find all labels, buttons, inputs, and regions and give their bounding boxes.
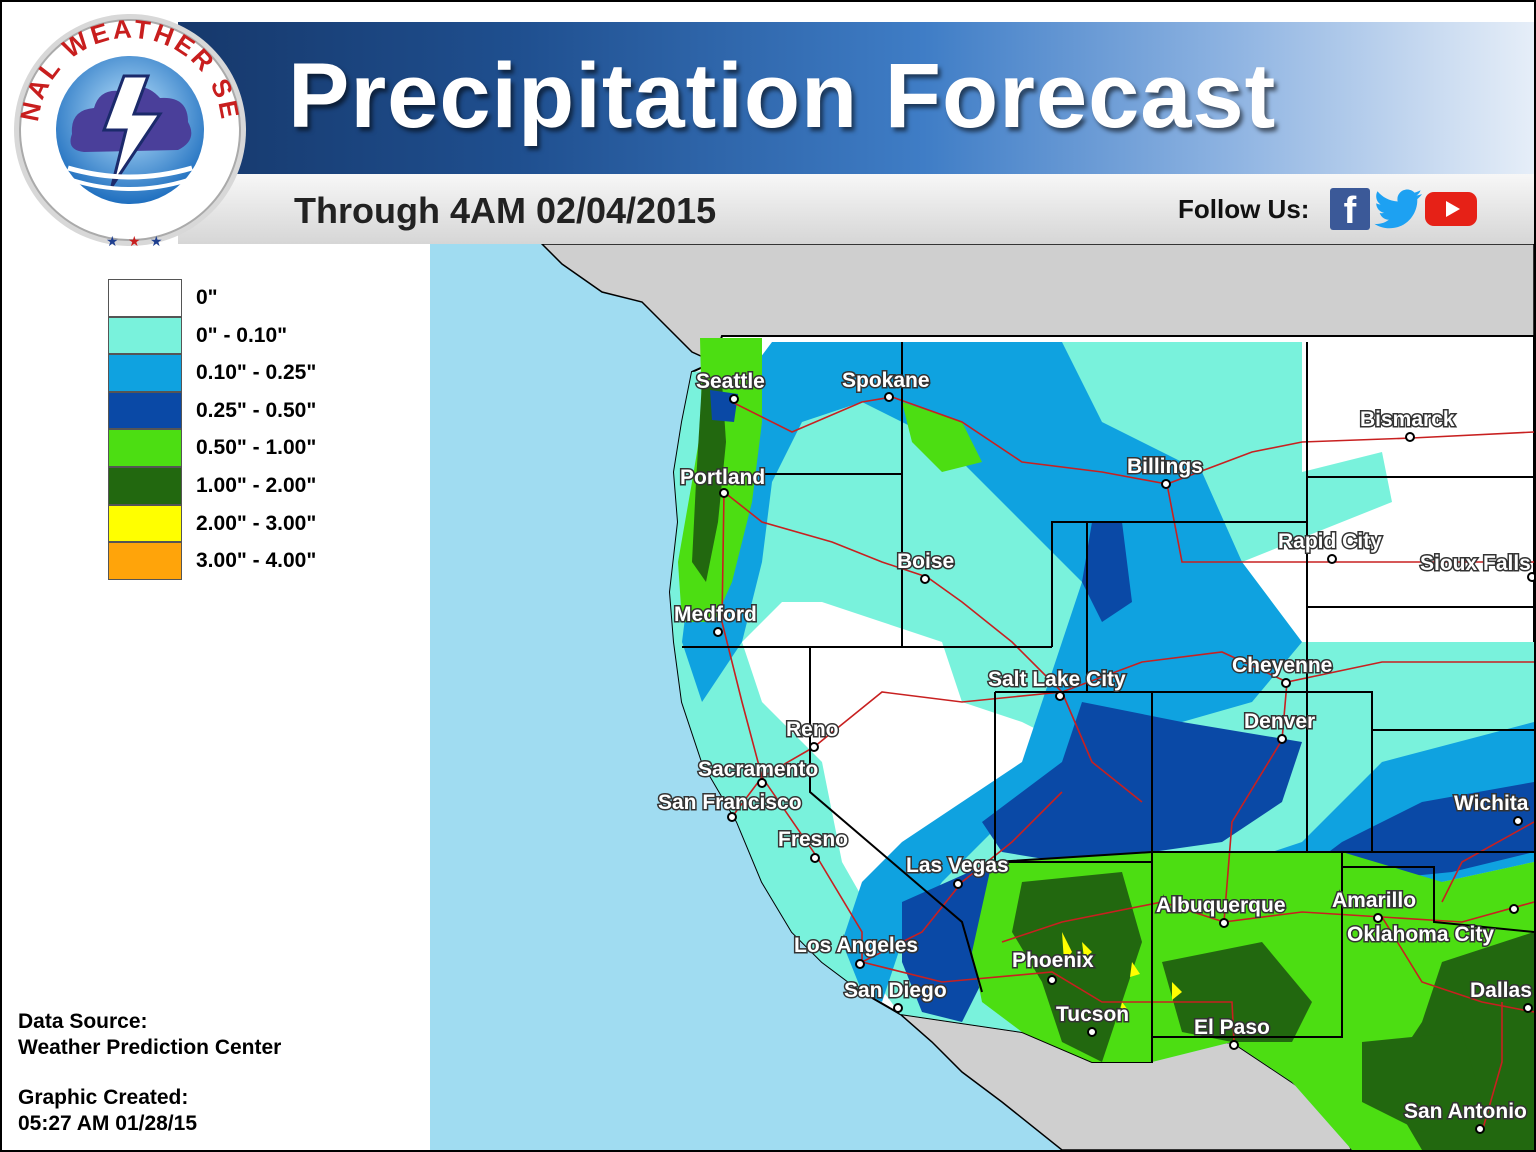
legend-label: 2.00" - 3.00"	[196, 511, 317, 535]
legend-swatch	[108, 316, 182, 355]
header-banner	[178, 22, 1534, 174]
graphic-created-label: Graphic Created:	[18, 1086, 189, 1109]
city-label-portland: Portland	[680, 466, 765, 489]
city-label-amarillo: Amarillo	[1332, 889, 1416, 912]
legend-label: 0.50" - 1.00"	[196, 436, 317, 460]
city-label-seattle: Seattle	[696, 370, 765, 393]
facebook-icon[interactable]: f	[1330, 188, 1370, 232]
nws-logo: NATIONAL WEATHER SERVICE ★ ★ ★	[10, 10, 246, 249]
legend-label: 1.00" - 2.00"	[196, 473, 317, 497]
city-label-san-francisco: San Francisco	[658, 791, 802, 814]
city-labels: Seattle Spokane Portland Billings Bismar…	[657, 368, 1534, 1125]
legend-label: 0"	[196, 286, 218, 309]
legend-swatch	[108, 279, 182, 317]
city-label-denver: Denver	[1244, 710, 1315, 733]
city-label-salt-lake-city: Salt Lake City	[988, 668, 1126, 691]
legend-swatch	[108, 542, 182, 580]
state-borders	[682, 342, 1534, 1062]
legend-swatch	[108, 504, 182, 543]
city-label-las-vegas: Las Vegas	[906, 854, 1009, 877]
precip-shading	[670, 338, 1534, 1150]
city-label-cheyenne: Cheyenne	[1232, 654, 1332, 677]
city-label-san-diego: San Diego	[844, 979, 947, 1002]
city-label-phoenix: Phoenix	[1012, 949, 1094, 972]
city-label-reno: Reno	[786, 718, 839, 741]
legend-label: 3.00" - 4.00"	[196, 549, 317, 573]
city-label-billings: Billings	[1127, 455, 1203, 478]
legend-label: 0" - 0.10"	[196, 323, 288, 347]
svg-text:★: ★	[106, 233, 119, 249]
page-title: Precipitation Forecast	[288, 45, 1277, 147]
city-label-boise: Boise	[897, 550, 954, 573]
subtitle-bar	[178, 174, 1534, 244]
twitter-icon[interactable]	[1374, 188, 1424, 230]
city-markers	[713, 392, 1534, 1134]
svg-text:★: ★	[128, 233, 141, 249]
city-label-el-paso: El Paso	[1194, 1016, 1270, 1039]
follow-us-label: Follow Us:	[1178, 194, 1310, 224]
svg-text:★: ★	[150, 233, 163, 249]
youtube-icon[interactable]	[1424, 188, 1478, 230]
city-label-wichita: Wichita	[1454, 792, 1529, 815]
precipitation-map: Seattle Spokane Portland Billings Bismar…	[430, 244, 1534, 1150]
legend-swatch	[108, 391, 182, 430]
city-label-rapid-city: Rapid City	[1278, 530, 1382, 553]
data-source-value: Weather Prediction Center	[18, 1036, 282, 1059]
city-label-fresno: Fresno	[778, 828, 848, 851]
city-label-tucson: Tucson	[1056, 1003, 1129, 1026]
city-label-spokane: Spokane	[842, 369, 930, 392]
city-label-albuquerque: Albuquerque	[1156, 894, 1286, 917]
valid-time-subtitle: Through 4AM 02/04/2015	[294, 190, 717, 231]
city-label-sacramento: Sacramento	[698, 758, 818, 781]
city-label-sioux-falls: Sioux Falls	[1420, 552, 1531, 575]
data-source-label: Data Source:	[18, 1010, 148, 1033]
city-label-medford: Medford	[674, 603, 757, 626]
city-label-los-angeles: Los Angeles	[794, 934, 918, 957]
legend-label: 0.10" - 0.25"	[196, 361, 317, 385]
city-label-oklahoma-city: Oklahoma City	[1347, 923, 1494, 946]
graphic-created-value: 05:27 AM 01/28/15	[18, 1112, 198, 1135]
legend-label: 0.25" - 0.50"	[196, 398, 317, 422]
legend-swatch	[108, 466, 182, 505]
legend-swatch	[108, 429, 182, 467]
city-label-dallas: Dallas	[1470, 979, 1532, 1002]
legend-swatch	[108, 354, 182, 392]
city-label-bismarck: Bismarck	[1360, 408, 1455, 431]
city-label-san-antonio: San Antonio	[1404, 1100, 1527, 1123]
